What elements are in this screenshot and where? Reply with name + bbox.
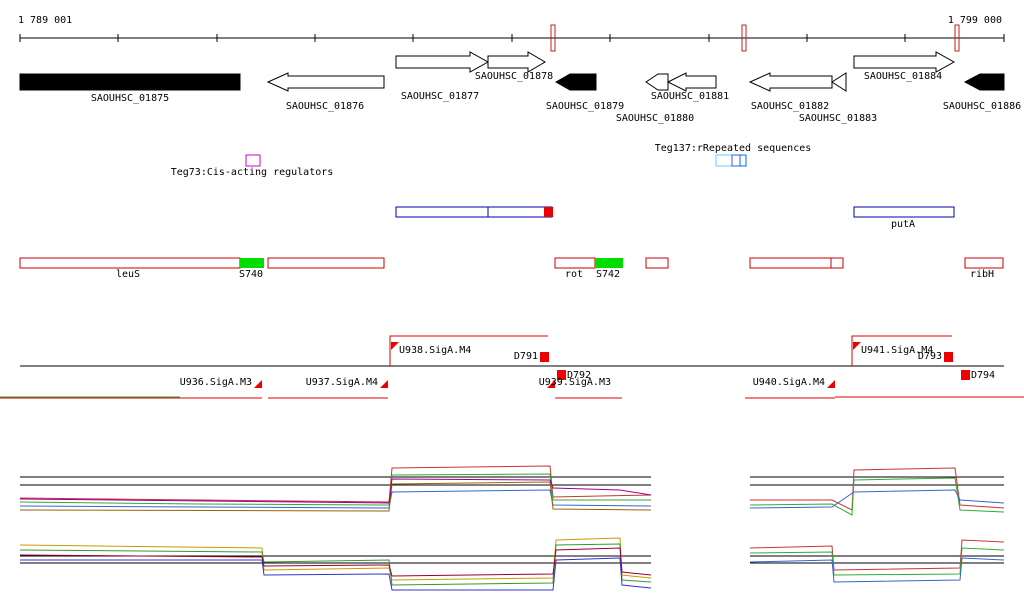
promoter-label: U939.SigA.M3 (539, 377, 611, 388)
terminator-label: D794 (971, 370, 995, 381)
expression-traces (19, 465, 1005, 591)
gene-label: SAOUHSC_01877 (401, 91, 479, 102)
ruler-end: 1 799 000 (948, 15, 1002, 26)
terminator-label: D791 (514, 351, 538, 362)
promoter-label: U941.SigA.M4 (861, 345, 933, 356)
gene-label: SAOUHSC_01882 (751, 101, 829, 112)
region-label: ribH (970, 269, 994, 280)
gene-label: SAOUHSC_01876 (286, 101, 364, 112)
feature-label: Teg137:rRepeated sequences (655, 143, 812, 154)
gene-label: SAOUHSC_01879 (546, 101, 624, 112)
gene-label: SAOUHSC_01875 (91, 93, 169, 104)
operon-label: putA (891, 219, 915, 230)
gene-label: SAOUHSC_01878 (475, 71, 553, 82)
region-label: leuS (116, 269, 140, 280)
feature-label: Teg73:Cis-acting regulators (171, 167, 334, 178)
gene-label: SAOUHSC_01880 (616, 113, 694, 124)
teg73-box (245, 154, 261, 167)
regions (19, 257, 1004, 269)
gene-label: SAOUHSC_01884 (864, 71, 942, 82)
region-label: S740 (239, 269, 263, 280)
gene-label: SAOUHSC_01881 (651, 91, 729, 102)
promoter-label: U936.SigA.M3 (180, 377, 252, 388)
ruler: 1 789 001 1 799 000 (18, 15, 1005, 52)
promoter-label: U938.SigA.M4 (399, 345, 471, 356)
region-label: rot (565, 269, 583, 280)
gene-label: SAOUHSC_01886 (943, 101, 1021, 112)
promoter-label: U937.SigA.M4 (306, 377, 378, 388)
operons (395, 206, 955, 218)
gene-label: SAOUHSC_01883 (799, 113, 877, 124)
ruler-start: 1 789 001 (18, 15, 72, 26)
promoter-track (0, 335, 1024, 399)
region-label: S742 (596, 269, 620, 280)
teg137-boxes (715, 154, 747, 167)
terminator-label: D793 (918, 351, 942, 362)
promoter-label: U940.SigA.M4 (753, 377, 825, 388)
genes (19, 51, 1005, 92)
terminator-label: D792 (567, 370, 591, 381)
